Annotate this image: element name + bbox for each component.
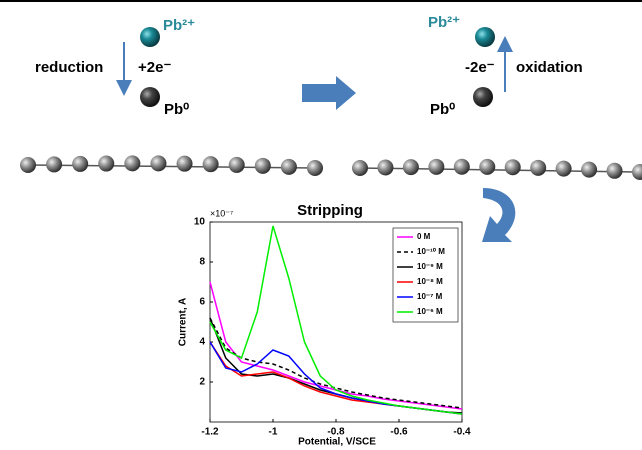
chain-bead [402, 159, 419, 176]
y-tick-label: 2 [199, 377, 205, 388]
chain-bead [352, 160, 368, 176]
chain-bead [479, 158, 496, 175]
legend-box [392, 227, 459, 323]
chain-wire [359, 167, 641, 173]
process-label: oxidation [516, 59, 583, 76]
metal-label: Pb⁰ [164, 101, 189, 118]
chain-bead [307, 160, 323, 176]
chain-bead [98, 155, 115, 172]
chain-bead [530, 159, 547, 176]
chain-bead [606, 162, 623, 179]
y-tick-label: 6 [199, 297, 205, 308]
x-tick-label: -0.8 [327, 427, 345, 438]
chain-bead [228, 156, 245, 173]
chain-bead [202, 156, 219, 173]
y-tick-label: 4 [199, 337, 205, 348]
process-arrow [302, 76, 356, 110]
chain-bead [504, 159, 521, 176]
ion-label: Pb²⁺ [428, 14, 460, 31]
chain-bead [150, 155, 167, 172]
y-axis-label: Current, A [178, 298, 189, 347]
chain-bead [453, 158, 470, 175]
electrons-label: +2e⁻ [138, 59, 171, 76]
plot: -1.2 -1 -0.8 -0.6 -0.4 2 4 6 8 10 0 M 10⁻¹⁰ M 10⁻⁹ M… [194, 217, 471, 438]
metal-label: Pb⁰ [430, 101, 455, 118]
chain-bead [377, 159, 394, 176]
series-line [209, 317, 463, 409]
ion-sphere [475, 27, 495, 47]
metal-sphere [473, 87, 493, 107]
y-multiplier: ×10⁻⁷ [210, 208, 233, 218]
metal-sphere [140, 87, 160, 107]
series-line [209, 225, 463, 415]
x-tick-label: -0.4 [453, 427, 471, 438]
chain-bead [280, 158, 297, 175]
x-axis-label: Potential, V/SCE [298, 437, 376, 448]
x-tick-label: -1.2 [201, 427, 219, 438]
ion-sphere [140, 27, 160, 47]
chain-bead [20, 157, 36, 173]
chain-wire [27, 164, 316, 169]
chain-bead [176, 155, 193, 172]
legend-label: 10⁻⁷ M [417, 292, 443, 301]
legend-label: 10⁻⁹ M [417, 262, 443, 271]
chain-bead [124, 155, 141, 172]
chain-bead [72, 155, 89, 172]
electrode-chains [20, 155, 642, 180]
x-tick-label: -0.6 [390, 427, 408, 438]
x-tick-label: -1 [269, 427, 278, 438]
y-tick-label: 10 [194, 217, 206, 228]
chain-bead [632, 164, 642, 180]
legend-label: 10⁻¹⁰ M [417, 247, 445, 256]
legend-label: 0 M [417, 232, 431, 241]
ion-label: Pb²⁺ [163, 17, 195, 34]
electrons-label: -2e⁻ [465, 59, 495, 76]
y-tick-label: 8 [199, 257, 205, 268]
chain-bead [555, 160, 572, 177]
chain-bead [254, 157, 271, 174]
curved-arrow [482, 188, 516, 242]
chart-title: Stripping [297, 202, 363, 219]
chain-bead [46, 156, 63, 173]
legend-label: 10⁻⁸ M [417, 277, 443, 286]
chain-bead [428, 158, 445, 175]
process-label: reduction [35, 59, 103, 76]
chain-bead [581, 161, 598, 178]
legend-label: 10⁻⁶ M [417, 307, 443, 316]
